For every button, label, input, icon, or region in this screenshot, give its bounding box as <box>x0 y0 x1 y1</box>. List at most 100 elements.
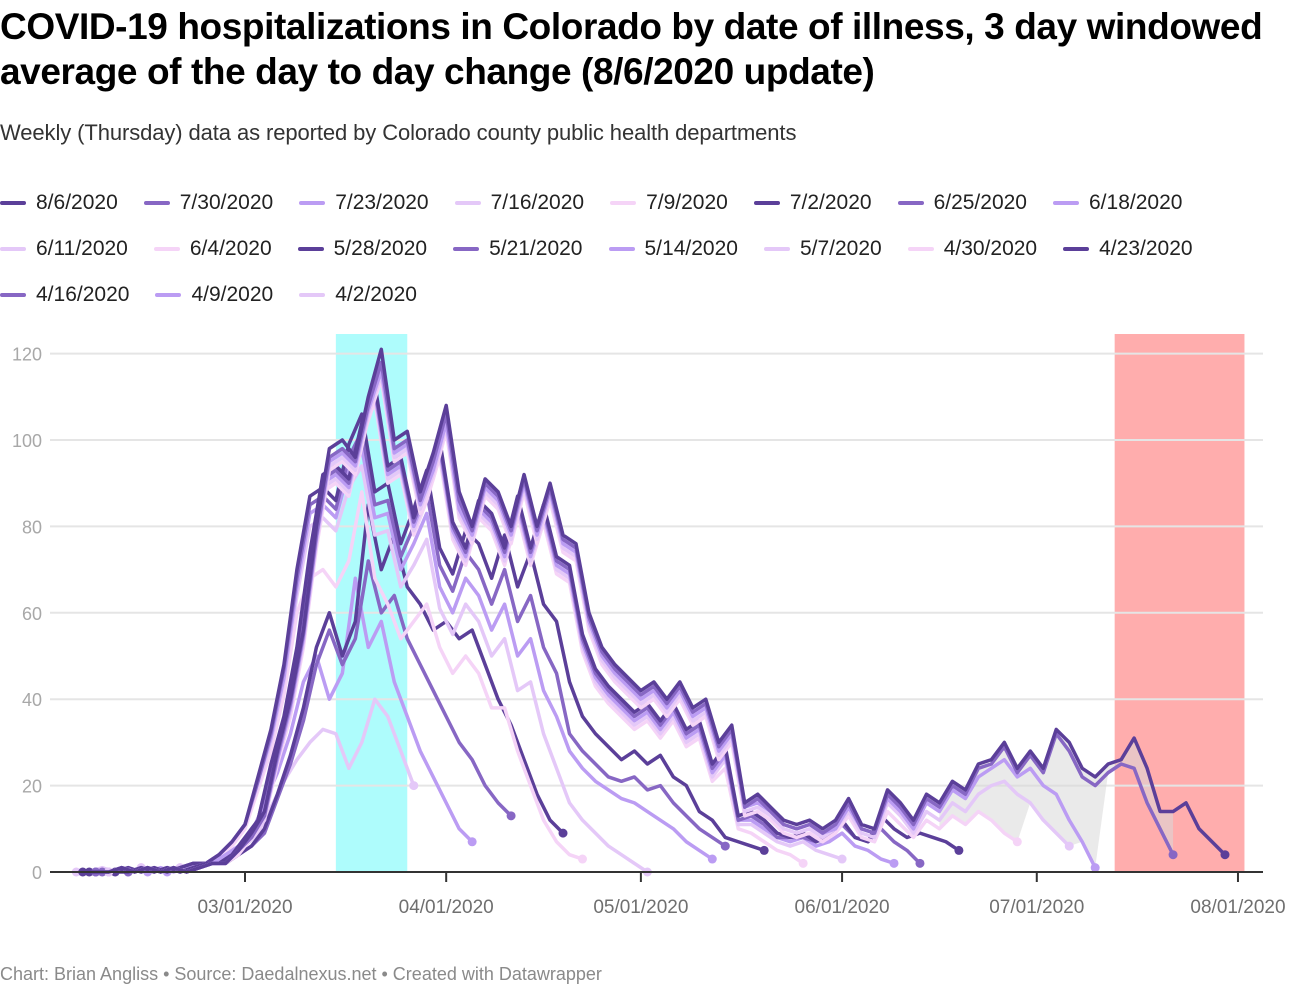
series-end-dot <box>707 854 717 864</box>
series-6-11-2020[interactable] <box>136 395 847 874</box>
chart-title: COVID-19 hospitalizations in Colorado by… <box>0 6 1263 92</box>
legend-swatch <box>453 247 480 251</box>
series-end-dot <box>759 845 769 855</box>
series-end-dot <box>1012 837 1022 847</box>
y-tick-label: 0 <box>32 863 42 883</box>
series-end-dot <box>915 858 925 868</box>
series-line <box>126 386 922 874</box>
series-end-dot <box>506 811 516 821</box>
legend-label: 4/16/2020 <box>36 283 130 306</box>
legend-label: 7/9/2020 <box>646 191 728 214</box>
legend-swatch <box>454 201 481 205</box>
x-tick-label: 08/01/2020 <box>1190 897 1285 918</box>
legend-item[interactable]: 4/23/2020 <box>1063 226 1193 272</box>
series-end-dot <box>409 781 419 791</box>
legend-swatch <box>143 201 170 205</box>
legend-label: 7/30/2020 <box>179 191 274 214</box>
series-end-dot <box>1064 841 1074 851</box>
legend-swatch <box>608 247 635 251</box>
series-end-dot <box>889 858 899 868</box>
legend-item[interactable]: 5/28/2020 <box>297 226 428 272</box>
legend: 8/6/2020 7/30/2020 7/23/2020 7/16/2020 7/9/2… <box>0 180 1290 318</box>
series-line <box>106 377 1020 874</box>
legend-item[interactable]: 5/14/2020 <box>608 226 738 272</box>
series-end-dot <box>720 841 730 851</box>
series-end-dot <box>837 854 847 864</box>
legend-swatch <box>1053 201 1079 205</box>
legend-swatch <box>753 201 780 205</box>
legend-item[interactable]: 5/7/2020 <box>763 226 882 272</box>
legend-label: 5/7/2020 <box>799 237 882 260</box>
legend-swatch <box>1063 247 1090 251</box>
series-8-6-2020[interactable] <box>78 347 1230 877</box>
legend-swatch <box>610 201 637 205</box>
legend-item[interactable]: 8/6/2020 <box>0 180 118 226</box>
series-line <box>81 347 1227 874</box>
legend-swatch <box>0 201 26 205</box>
legend-label: 6/4/2020 <box>189 237 272 260</box>
chart-subtitle: Weekly (Thursday) data as reported by Co… <box>0 120 797 145</box>
legend-label: 4/9/2020 <box>191 283 274 306</box>
legend-item[interactable]: 4/9/2020 <box>155 272 273 318</box>
legend-swatch <box>299 201 326 205</box>
legend-item[interactable]: 6/25/2020 <box>897 180 1027 226</box>
legend-label: 8/6/2020 <box>36 191 118 214</box>
series-4-9-2020[interactable] <box>143 576 477 877</box>
legend-label: 6/25/2020 <box>933 191 1027 214</box>
legend-label: 5/14/2020 <box>644 237 738 260</box>
chart-credits: Chart: Brian Angliss • Source: Daedalnex… <box>0 964 602 984</box>
series-line <box>139 399 805 874</box>
legend-item[interactable]: 7/16/2020 <box>454 180 585 226</box>
series-lines <box>71 347 1230 877</box>
x-tick-label: 05/01/2020 <box>593 897 688 918</box>
legend-label: 7/23/2020 <box>335 191 429 214</box>
legend-item[interactable]: 4/30/2020 <box>907 226 1037 272</box>
y-tick-label: 100 <box>12 431 42 451</box>
legend-swatch <box>297 247 324 251</box>
legend-swatch <box>0 293 26 297</box>
series-6-4-2020[interactable] <box>136 399 808 874</box>
series-5-14-2020[interactable] <box>162 446 717 877</box>
line-chart: 0 20 40 60 80 100 120 03/01/2020 04/01/2020 05/0… <box>12 334 1286 918</box>
series-end-dot <box>1168 850 1178 860</box>
series-end-dot <box>1220 850 1230 860</box>
y-tick-label: 80 <box>22 517 42 537</box>
x-tick-label: 06/01/2020 <box>795 897 890 918</box>
legend-swatch <box>763 247 790 251</box>
y-tick-label: 40 <box>22 690 42 710</box>
legend-swatch <box>0 247 26 251</box>
legend-item[interactable]: 4/16/2020 <box>0 272 129 318</box>
y-tick-label: 20 <box>22 777 42 797</box>
x-axis: 03/01/2020 04/01/2020 05/01/2020 06/01/2020… <box>50 871 1286 918</box>
series-line <box>145 576 474 874</box>
x-tick-label: 04/01/2020 <box>399 897 494 918</box>
legend-item[interactable]: 7/23/2020 <box>299 180 429 226</box>
legend-item[interactable]: 6/4/2020 <box>153 226 272 272</box>
series-end-dot <box>1090 863 1100 873</box>
legend-swatch <box>907 247 934 251</box>
legend-item[interactable]: 5/21/2020 <box>453 226 583 272</box>
legend-label: 5/28/2020 <box>333 237 428 260</box>
legend-label: 6/18/2020 <box>1089 191 1183 214</box>
legend-label: 4/2/2020 <box>335 283 417 306</box>
legend-item[interactable]: 7/2/2020 <box>753 180 872 226</box>
legend-swatch <box>155 293 182 297</box>
series-6-25-2020[interactable] <box>123 386 925 877</box>
x-tick-label: 07/01/2020 <box>989 897 1084 918</box>
legend-item[interactable]: 4/2/2020 <box>299 272 417 318</box>
legend-swatch <box>897 201 924 205</box>
legend-swatch <box>299 293 326 297</box>
series-end-dot <box>558 828 568 838</box>
legend-label: 6/11/2020 <box>36 237 128 260</box>
highlight-band-red <box>1114 334 1245 872</box>
series-end-dot <box>798 858 808 868</box>
legend-item[interactable]: 7/30/2020 <box>143 180 274 226</box>
legend-item[interactable]: 6/18/2020 <box>1053 180 1182 226</box>
series-end-dot <box>577 854 587 864</box>
legend-item[interactable]: 6/11/2020 <box>0 226 128 272</box>
legend-item[interactable]: 7/9/2020 <box>610 180 728 226</box>
legend-label: 7/16/2020 <box>490 191 585 214</box>
y-tick-label: 60 <box>22 604 42 624</box>
x-tick-label: 03/01/2020 <box>197 897 292 918</box>
series-end-dot <box>467 837 477 847</box>
